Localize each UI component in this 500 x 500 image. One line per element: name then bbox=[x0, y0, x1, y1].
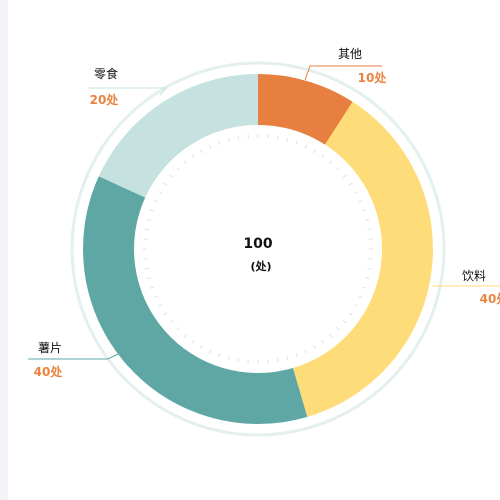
slice-value-3: 20处 bbox=[90, 92, 120, 107]
tick-mark bbox=[367, 267, 372, 270]
tick-mark bbox=[218, 353, 221, 358]
tick-mark bbox=[295, 140, 298, 145]
leader-line-0 bbox=[304, 65, 382, 81]
tick-mark bbox=[149, 209, 154, 212]
center-total-value: 100 bbox=[243, 236, 272, 252]
tick-mark bbox=[169, 319, 174, 324]
tick-mark bbox=[328, 333, 333, 338]
tick-mark bbox=[362, 286, 367, 289]
slice-label-1: 饮料 bbox=[462, 269, 486, 283]
tick-mark bbox=[313, 344, 316, 349]
tick-mark bbox=[336, 327, 340, 331]
tick-mark bbox=[304, 349, 308, 354]
slice-label-0: 其他 bbox=[338, 47, 362, 61]
tick-mark bbox=[313, 149, 316, 154]
tick-mark bbox=[149, 286, 154, 289]
tick-mark bbox=[286, 137, 289, 142]
tick-mark bbox=[342, 174, 347, 179]
inner-tick-ring bbox=[143, 134, 373, 364]
tick-mark bbox=[158, 191, 163, 194]
tick-mark bbox=[218, 140, 221, 145]
slice-value-1: 40处 bbox=[480, 291, 500, 306]
tick-mark bbox=[176, 167, 180, 171]
center-total-unit: (处) bbox=[250, 259, 271, 273]
tick-mark bbox=[365, 277, 370, 280]
tick-mark bbox=[163, 182, 168, 186]
tick-mark bbox=[208, 144, 212, 149]
tick-mark bbox=[144, 267, 149, 270]
donut-slice-1 bbox=[292, 101, 434, 417]
tick-mark bbox=[227, 356, 230, 361]
tick-mark bbox=[163, 312, 168, 316]
left-edge-strip bbox=[0, 0, 8, 500]
tick-mark bbox=[348, 182, 353, 186]
tick-mark bbox=[153, 199, 158, 203]
tick-mark bbox=[169, 174, 174, 179]
slice-value-2: 40处 bbox=[34, 364, 64, 379]
tick-mark bbox=[286, 356, 289, 361]
tick-mark bbox=[342, 319, 347, 324]
tick-mark bbox=[358, 199, 363, 203]
tick-mark bbox=[295, 353, 298, 358]
tick-mark bbox=[276, 135, 279, 140]
donut-slice-2 bbox=[82, 176, 308, 424]
slice-value-0: 10处 bbox=[358, 70, 388, 85]
tick-mark bbox=[144, 228, 149, 231]
leader-line-3 bbox=[88, 87, 168, 96]
tick-mark bbox=[321, 154, 325, 159]
tick-mark bbox=[353, 304, 358, 307]
tick-mark bbox=[158, 304, 163, 307]
tick-mark bbox=[237, 358, 240, 363]
tick-mark bbox=[365, 218, 370, 221]
tick-mark bbox=[191, 154, 195, 159]
slice-label-2: 薯片 bbox=[38, 341, 62, 355]
tick-mark bbox=[208, 349, 212, 354]
tick-mark bbox=[358, 295, 363, 299]
tick-mark bbox=[362, 209, 367, 212]
tick-mark bbox=[304, 144, 308, 149]
tick-mark bbox=[328, 160, 333, 165]
slice-label-3: 零食 bbox=[94, 66, 118, 81]
tick-mark bbox=[200, 344, 203, 349]
tick-mark bbox=[276, 358, 279, 363]
tick-mark bbox=[183, 333, 188, 338]
tick-mark bbox=[367, 228, 372, 231]
donut-slice-3 bbox=[98, 74, 259, 198]
tick-mark bbox=[183, 160, 188, 165]
tick-mark bbox=[146, 277, 151, 280]
tick-mark bbox=[191, 339, 195, 344]
tick-mark bbox=[200, 149, 203, 154]
donut-slice-0 bbox=[258, 74, 353, 145]
tick-mark bbox=[237, 135, 240, 140]
tick-mark bbox=[146, 218, 151, 221]
tick-mark bbox=[321, 339, 325, 344]
leader-line-2 bbox=[28, 353, 119, 360]
outer-ring bbox=[70, 61, 446, 437]
tick-mark bbox=[227, 137, 230, 142]
tick-mark bbox=[353, 191, 358, 194]
tick-mark bbox=[336, 167, 340, 171]
tick-mark bbox=[153, 295, 158, 299]
tick-mark bbox=[348, 312, 353, 316]
tick-mark bbox=[176, 327, 180, 331]
